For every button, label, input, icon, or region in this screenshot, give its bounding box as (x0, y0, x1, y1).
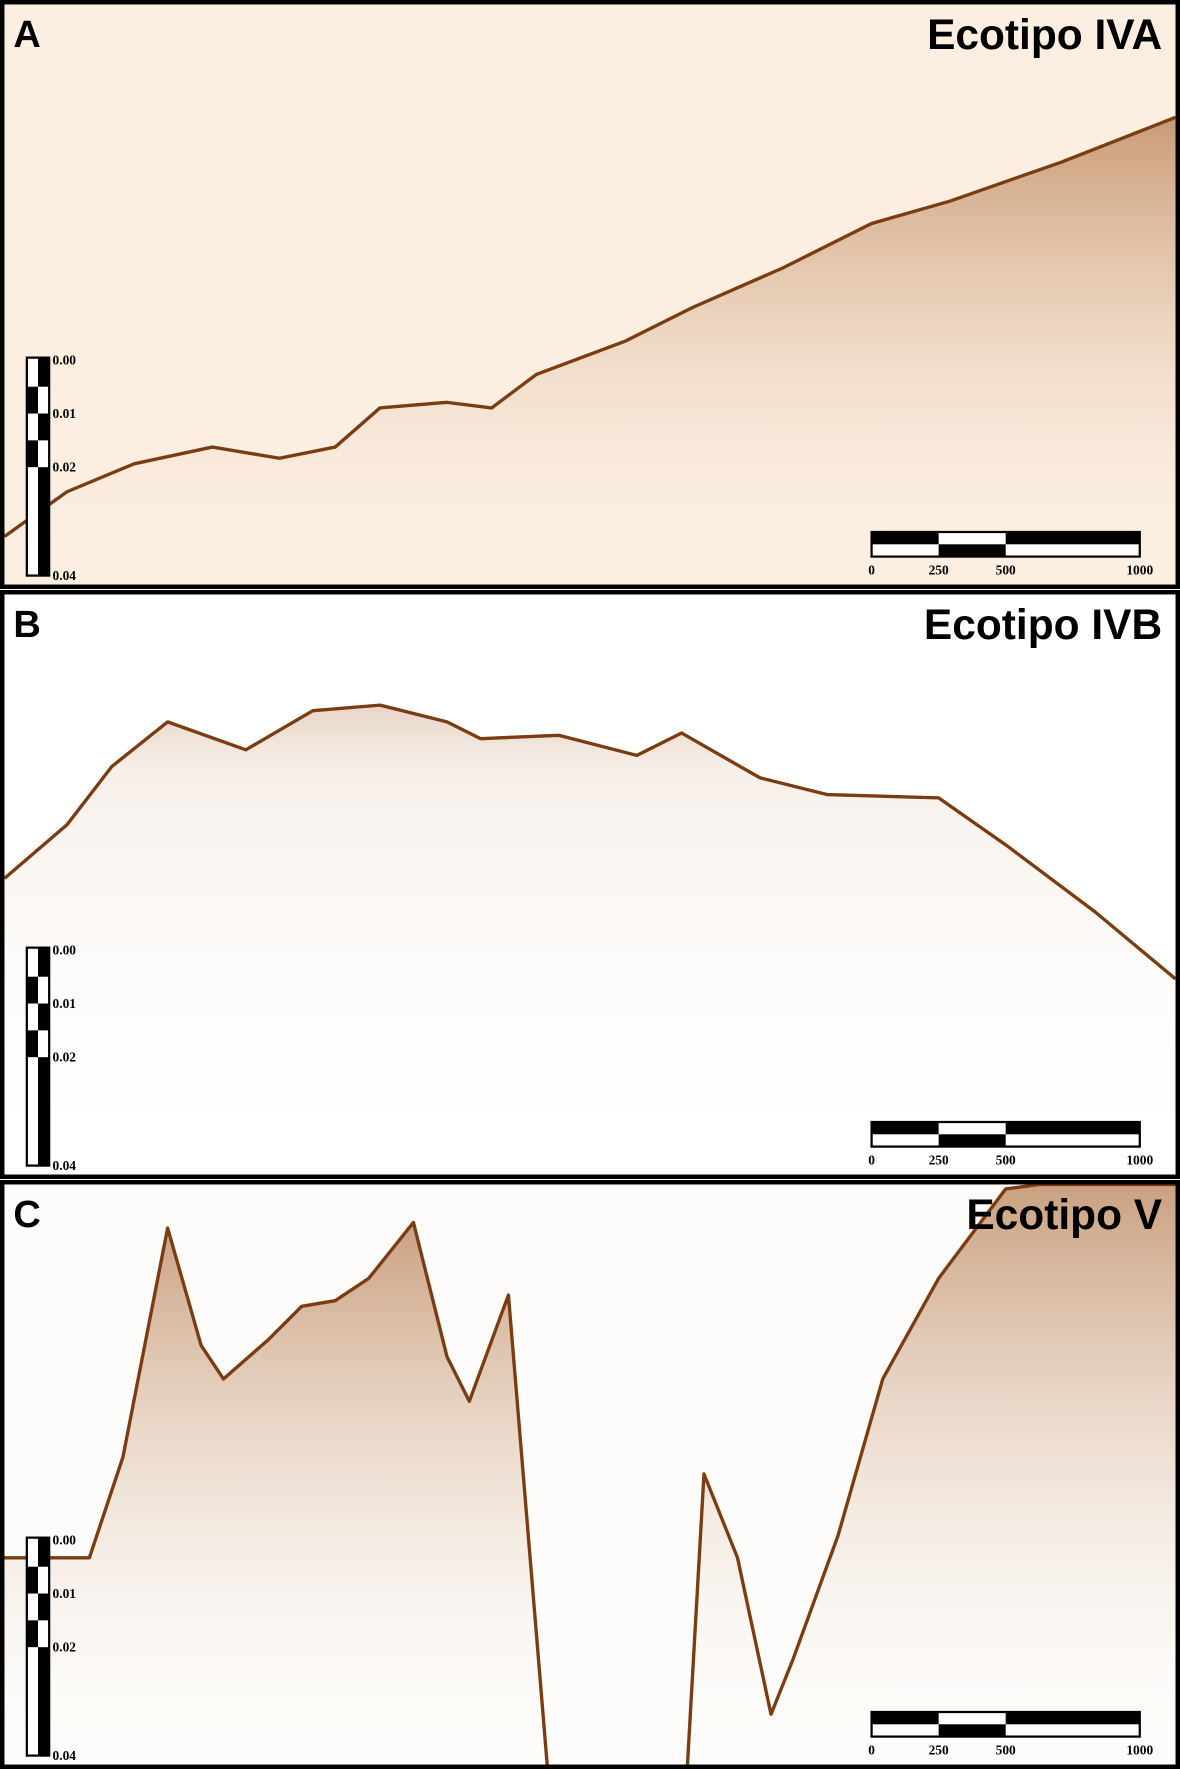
distance-label: 500 (996, 562, 1016, 577)
distance-bar-segment (871, 1712, 939, 1725)
seabed-line (4, 1220, 550, 1769)
distance-label: 0 (868, 1152, 875, 1167)
depth-bar-segment (37, 1003, 50, 1031)
depth-label: 0.02 (53, 1640, 77, 1655)
depth-label: 0.00 (53, 1532, 77, 1547)
panel-letter: C (13, 1194, 40, 1236)
distance-bar-segment (938, 1134, 1006, 1147)
echogram-panel: A Ecotipo IVA 0.00 0.01 0.02 0.04 0 250 500 1000 (0, 0, 1180, 589)
depth-bar-segment (37, 1057, 50, 1166)
panel-border (0, 590, 1180, 1179)
depth-bar-segment (26, 440, 38, 468)
echogram-panel: B Ecotipo IVB 0.00 0.01 0.02 0.04 0 250 500 1000 (0, 590, 1180, 1179)
distance-label: 250 (929, 1742, 949, 1757)
seabed-echo (4, 117, 1176, 589)
distance-label: 1000 (1126, 1152, 1153, 1167)
distance-label: 0 (868, 1742, 875, 1757)
depth-bar-segment (26, 976, 38, 1004)
panel-letter: A (13, 14, 40, 56)
depth-label: 0.02 (53, 1050, 77, 1065)
depth-bar-segment (37, 413, 50, 441)
depth-bar-segment (26, 1030, 38, 1058)
distance-bar-segment (871, 532, 939, 545)
distance-bar-segment (1005, 1122, 1140, 1135)
depth-bar-segment (37, 1647, 50, 1756)
depth-label: 0.01 (53, 406, 77, 421)
depth-label: 0.01 (53, 996, 77, 1011)
depth-bar-segment (37, 947, 50, 977)
depth-label: 0.00 (53, 942, 77, 957)
panel-title: Ecotipo IVB (924, 601, 1162, 648)
depth-bar-segment (37, 357, 50, 387)
panel-title: Ecotipo IVA (927, 11, 1162, 58)
depth-label: 0.04 (53, 568, 77, 583)
depth-bar-segment (37, 1593, 50, 1621)
depth-label: 0.02 (53, 460, 77, 475)
seabed-echo (4, 1222, 548, 1769)
distance-label: 0 (868, 562, 875, 577)
distance-bar-segment (1005, 1712, 1140, 1725)
seabed-echo (4, 705, 1176, 1179)
depth-bar-segment (26, 1566, 38, 1594)
distance-label: 250 (929, 1152, 949, 1167)
depth-label: 0.01 (53, 1586, 77, 1601)
distance-label: 1000 (1126, 562, 1153, 577)
distance-bar-segment (1005, 532, 1140, 545)
seabed-line (3, 115, 1177, 538)
echogram-panel: C Ecotipo V 0.00 0.01 0.02 0.04 0 250 500 1000 (0, 1180, 1180, 1769)
panel-title: Ecotipo V (966, 1191, 1162, 1238)
depth-bar-segment (26, 1620, 38, 1648)
depth-label: 0.04 (53, 1158, 77, 1173)
distance-label: 250 (929, 562, 949, 577)
distance-label: 500 (996, 1742, 1016, 1757)
seabed-echo (687, 1184, 1176, 1769)
panel-border (0, 1180, 1180, 1769)
seabed-line (3, 703, 1177, 981)
depth-label: 0.00 (53, 352, 77, 367)
depth-bar-segment (26, 386, 38, 414)
distance-bar-segment (938, 1724, 1006, 1737)
depth-bar-segment (37, 467, 50, 576)
distance-label: 1000 (1126, 1742, 1153, 1757)
panel-border (0, 0, 1180, 589)
distance-bar-segment (871, 1122, 939, 1135)
panel-letter: B (13, 604, 40, 646)
distance-bar-segment (938, 544, 1006, 557)
distance-label: 500 (996, 1152, 1016, 1167)
seabed-line (685, 1182, 1176, 1769)
depth-bar-segment (37, 1537, 50, 1567)
depth-label: 0.04 (53, 1748, 77, 1763)
